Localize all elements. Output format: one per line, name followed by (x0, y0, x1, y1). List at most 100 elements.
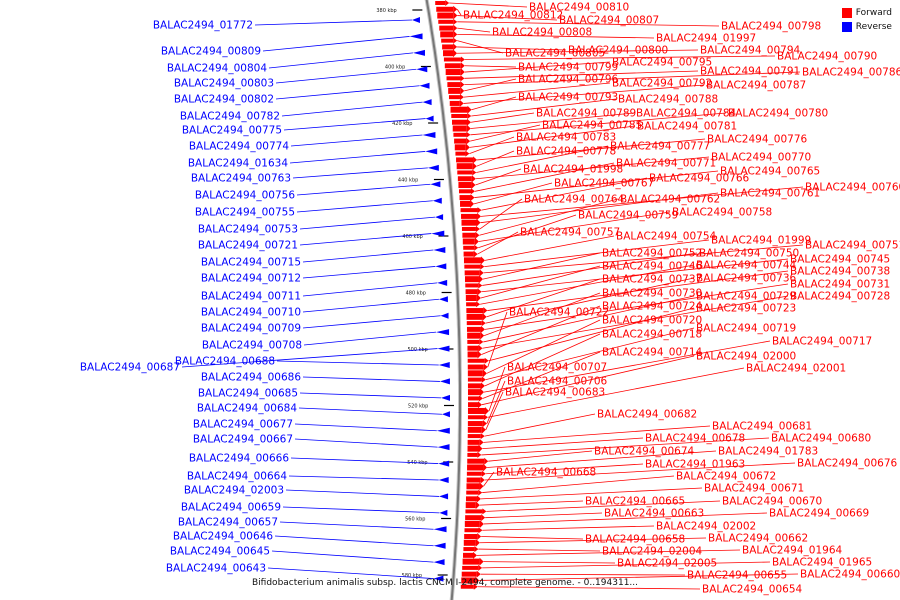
forward-gene-arrowhead (479, 388, 484, 397)
reverse-gene (436, 329, 450, 336)
forward-gene-label: BALAC2494_00676 (797, 458, 898, 470)
forward-label-line (483, 561, 616, 564)
reverse-gene-label: BALAC2494_00686 (201, 372, 302, 384)
forward-gene-label: BALAC2494_00714 (602, 347, 703, 359)
reverse-gene-label: BALAC2494_00646 (173, 531, 274, 543)
reverse-gene (433, 247, 446, 253)
reverse-gene (439, 509, 448, 516)
forward-gene-label: BALAC2494_00680 (771, 433, 871, 445)
forward-label-line (457, 33, 655, 39)
reverse-swatch (841, 22, 852, 32)
reverse-label-line (302, 266, 436, 279)
forward-gene-label: BALAC2494_00807 (559, 15, 659, 27)
forward-gene (461, 213, 478, 219)
forward-label-line (471, 96, 517, 111)
reverse-label-line (283, 118, 426, 131)
reverse-gene (425, 115, 434, 122)
forward-gene-arrowhead (459, 94, 464, 101)
forward-gene-arrowhead (483, 414, 488, 421)
reverse-label-line (267, 567, 434, 579)
forward-gene (460, 208, 478, 213)
reverse-label-line (302, 282, 438, 297)
forward-gene-label: BALAC2494_00795 (612, 57, 712, 69)
reverse-label-line (294, 438, 438, 448)
forward-gene (465, 502, 476, 509)
forward-gene-arrowhead (481, 320, 486, 327)
forward-gene-arrowhead (470, 188, 475, 195)
forward-gene-arrowhead (478, 527, 483, 534)
forward-gene (466, 483, 480, 490)
forward-swatch (841, 8, 852, 18)
forward-gene-label: BALAC2494_00751 (805, 240, 900, 252)
forward-gene-label: BALAC2494_00736 (696, 273, 797, 285)
reverse-gene (433, 559, 445, 566)
forward-gene-label: BALAC2494_00729 (696, 291, 796, 303)
tick-label: 580 kbp (402, 573, 422, 579)
forward-label-line (487, 450, 717, 468)
forward-gene (437, 12, 454, 19)
forward-label-line (475, 156, 710, 180)
reverse-label-line (268, 52, 414, 69)
forward-label-line (484, 235, 615, 261)
forward-gene (467, 445, 479, 452)
forward-gene (460, 584, 474, 589)
forward-gene-label: BALAC2494_00778 (516, 146, 616, 158)
forward-gene-label: BALAC2494_00730 (602, 288, 702, 300)
forward-gene-arrowhead (480, 331, 485, 340)
forward-gene-arrowhead (453, 24, 458, 32)
forward-gene (467, 332, 481, 339)
forward-gene-label: BALAC2494_00808 (492, 27, 592, 39)
forward-gene-label: BALAC2494_00777 (610, 141, 710, 153)
forward-gene-arrowhead (475, 225, 480, 232)
reverse-gene (437, 279, 448, 286)
forward-gene-arrowhead (475, 231, 480, 239)
reverse-gene-label: BALAC2494_00687 (80, 362, 180, 374)
tick-label: 420 kbp (392, 121, 412, 127)
reverse-gene-label: BALAC2494_00643 (166, 563, 266, 575)
reverse-gene (409, 33, 423, 40)
forward-gene-label: BALAC2494_01964 (742, 545, 843, 557)
forward-gene-arrowhead (480, 433, 485, 440)
reverse-label-line (302, 298, 439, 313)
reverse-label-line (271, 550, 434, 563)
reverse-gene-label: BALAC2494_00645 (170, 546, 270, 558)
forward-label-line (479, 500, 584, 506)
forward-gene-arrowhead (480, 256, 485, 265)
forward-gene-label: BALAC2494_00785 (542, 120, 642, 132)
forward-gene-arrowhead (460, 68, 465, 77)
reverse-gene (432, 197, 442, 204)
forward-gene-label: BALAC2494_00788 (618, 94, 718, 106)
reverse-gene (437, 444, 450, 451)
forward-gene-label: BALAC2494_00728 (790, 291, 890, 303)
reverse-gene (412, 49, 425, 56)
reverse-gene-label: BALAC2494_00802 (174, 94, 274, 106)
forward-gene-label: BALAC2494_00745 (790, 254, 890, 266)
forward-label-line (486, 380, 506, 424)
forward-gene-label: BALAC2494_00670 (722, 496, 822, 508)
forward-label-line (484, 292, 601, 337)
forward-gene-label: BALAC2494_00761 (720, 188, 820, 200)
forward-gene-label: BALAC2494_00724 (602, 301, 703, 313)
forward-label-line (457, 21, 720, 27)
forward-gene-arrowhead (477, 288, 482, 296)
label-line-layer (181, 2, 804, 590)
reverse-label-line (274, 535, 434, 547)
forward-gene-arrowhead (476, 495, 481, 503)
forward-label-line (464, 71, 801, 85)
reverse-label-line (294, 423, 437, 432)
forward-label-line (477, 549, 741, 556)
forward-gene-label: BALAC2494_00668 (496, 467, 596, 479)
forward-gene-label: BALAC2494_00783 (516, 132, 616, 144)
reverse-gene-label: BALAC2494_00666 (189, 453, 290, 465)
forward-gene-label: BALAC2494_01998 (523, 164, 623, 176)
forward-label-line (481, 258, 789, 293)
forward-gene-arrowhead (482, 420, 487, 428)
forward-label-line (479, 537, 707, 544)
forward-gene-label: BALAC2494_00799 (518, 62, 618, 74)
forward-gene-arrowhead (460, 56, 465, 63)
forward-gene (438, 19, 454, 24)
forward-gene (467, 407, 485, 414)
forward-label-line (475, 168, 522, 186)
forward-gene-arrowhead (445, 0, 450, 6)
